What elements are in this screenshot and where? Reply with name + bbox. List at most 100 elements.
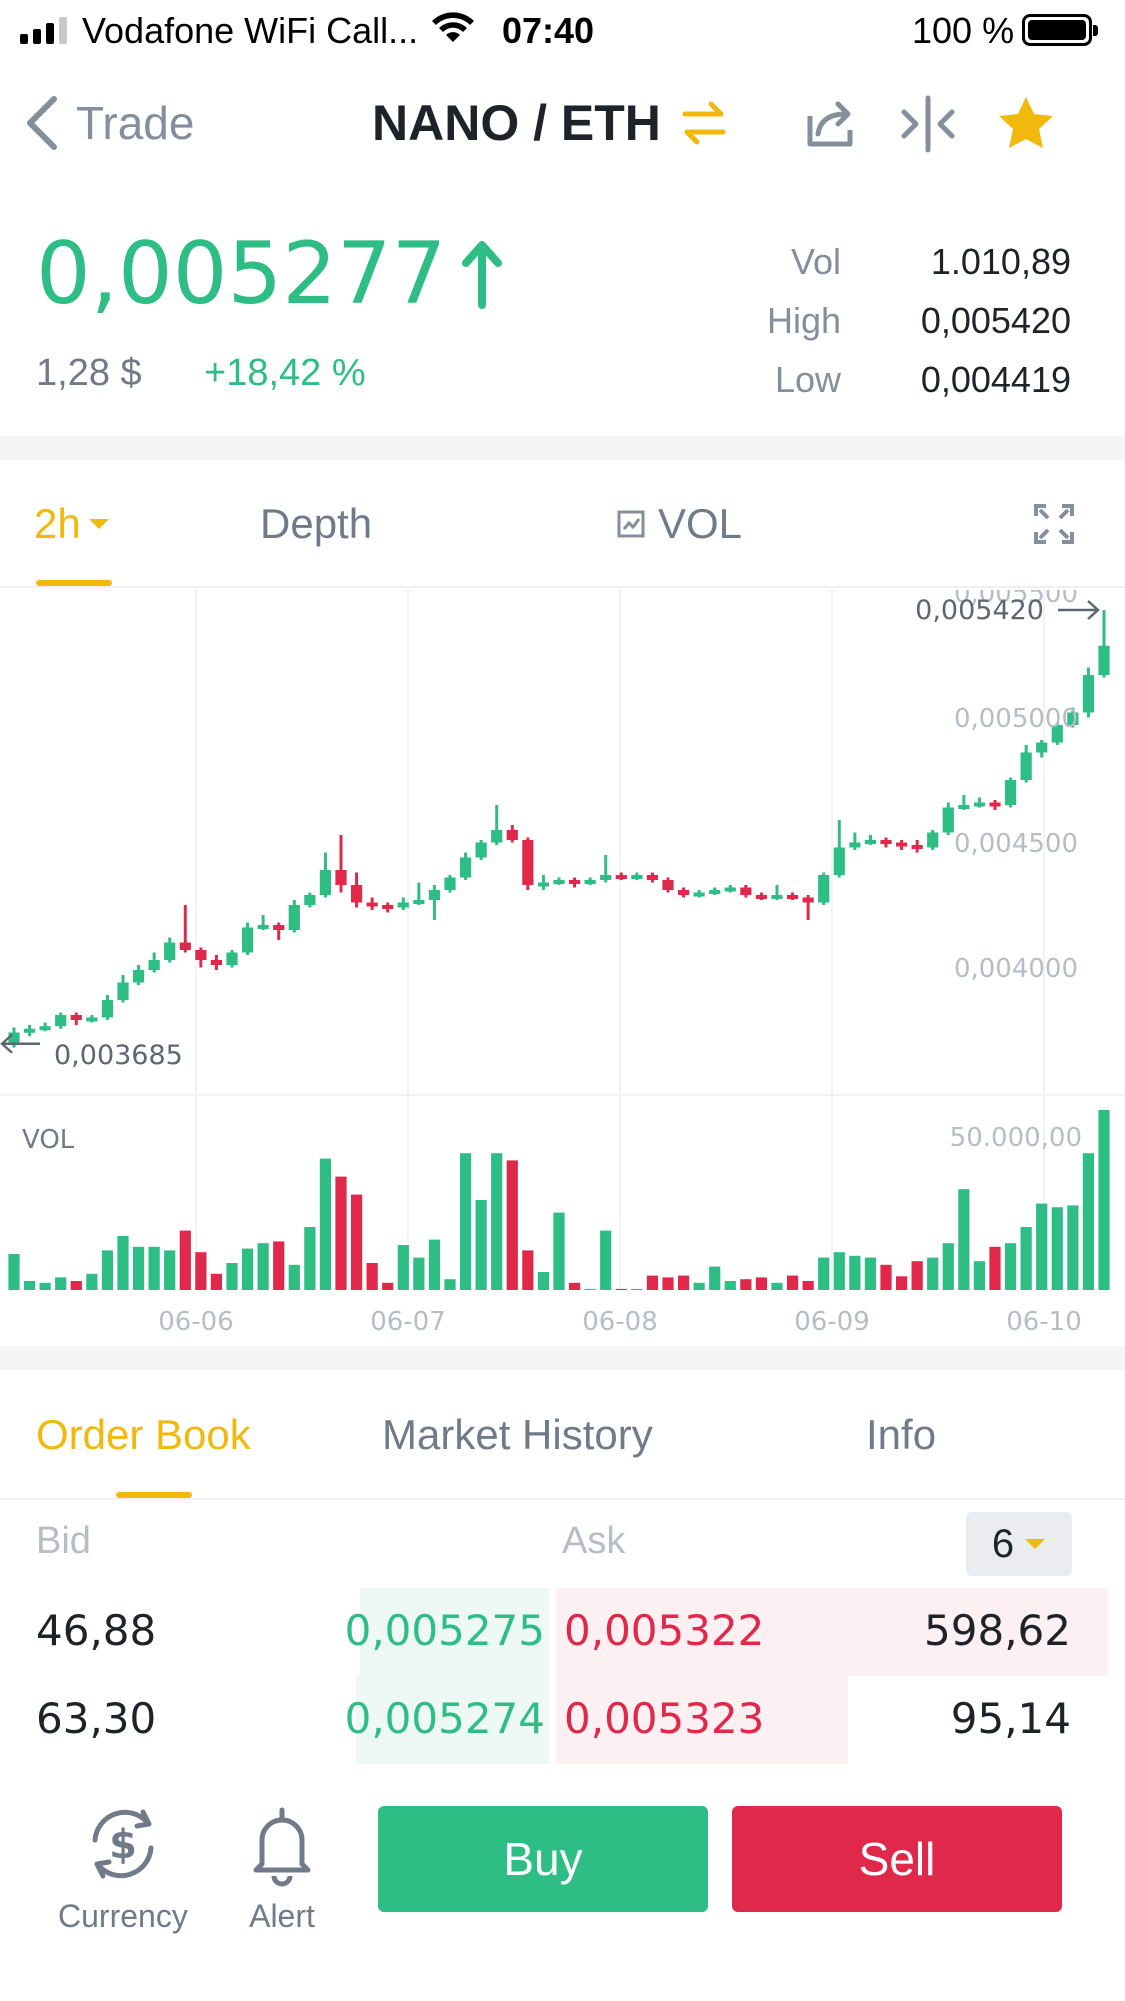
tab-depth[interactable]: Depth (260, 460, 372, 588)
precision-value: 6 (991, 1521, 1015, 1566)
alert-label: Alert (249, 1898, 315, 1934)
candle-body (23, 1028, 36, 1033)
compare-icon[interactable] (898, 94, 958, 154)
stat-label: High (766, 299, 841, 341)
candle-body (444, 877, 456, 890)
volume-bar (693, 1282, 705, 1290)
candle-body (413, 900, 425, 904)
candle-body (382, 905, 394, 909)
volume-bar (755, 1277, 768, 1290)
star-favorite-icon[interactable] (996, 94, 1056, 154)
candle-body (195, 950, 207, 960)
order-book-label: Order Book (36, 1411, 251, 1458)
volume-bar (273, 1241, 285, 1290)
svg-text:$: $ (109, 1822, 137, 1868)
share-icon[interactable] (802, 94, 862, 154)
candle-body (1067, 712, 1079, 725)
candle-body (693, 892, 705, 897)
tab-market-history[interactable]: Market History (382, 1370, 653, 1500)
back-button[interactable]: Trade (22, 80, 194, 166)
volume-bar (210, 1273, 223, 1290)
alert-button[interactable]: Alert (234, 1796, 330, 1935)
tab-order-book[interactable]: Order Book (36, 1370, 251, 1500)
stat-high: High 0,005420 (691, 291, 1071, 350)
volume-bar (413, 1257, 425, 1290)
candle-body (1098, 645, 1110, 675)
currency-button[interactable]: $ Currency (58, 1796, 188, 1935)
volume-bar (382, 1282, 394, 1290)
tab-vol[interactable]: VOL (616, 460, 742, 588)
candle-body (304, 895, 316, 905)
candlestick-chart[interactable]: 0,005500 0,005000 0,004500 0,004000 VOL 50.00… (0, 590, 1125, 1340)
volume-bar (709, 1266, 721, 1290)
last-price: 0,005277 (36, 224, 504, 324)
bid-price: 0,005275 (344, 1606, 545, 1655)
volume-bar (537, 1272, 550, 1290)
candle-body (86, 1017, 98, 1022)
fiat-price: 1,28 $ (36, 352, 142, 394)
section-divider (0, 436, 1125, 460)
nav-bar: Trade NANO / ETH (0, 80, 1125, 166)
volume-bar (584, 1288, 596, 1290)
buy-button[interactable]: Buy (378, 1806, 708, 1912)
sell-button[interactable]: Sell (732, 1806, 1062, 1912)
interval-label: 2h (34, 500, 81, 547)
chevron-left-icon (27, 96, 57, 150)
pair-selector[interactable]: NANO / ETH (372, 80, 729, 166)
stat-low: Low 0,004419 (691, 350, 1071, 409)
volume-bar (132, 1246, 145, 1290)
status-bar: Vodafone WiFi Call... 07:40 100 % (0, 0, 1125, 62)
tab-interval[interactable]: 2h (34, 460, 111, 588)
candle-body (491, 830, 503, 843)
candle-body (724, 887, 736, 892)
volume-bar (475, 1200, 487, 1290)
candle-body (537, 882, 550, 887)
candle-body (257, 925, 269, 929)
volume-bar (927, 1257, 939, 1290)
candle-body (973, 802, 986, 807)
volume-bar (397, 1245, 409, 1290)
candle-body (288, 905, 300, 930)
stat-value: 0,005420 (920, 299, 1071, 341)
high-marker-arrow (1058, 600, 1100, 620)
arrow-up-icon (462, 241, 503, 309)
candle-body (989, 802, 1001, 807)
order-book-row[interactable]: 63,30 0,005274 0,005323 95,14 (0, 1676, 1125, 1764)
candle-body (1020, 752, 1032, 780)
bid-header: Bid (36, 1520, 91, 1562)
volume-bar (304, 1227, 316, 1290)
currency-label: Currency (58, 1898, 188, 1934)
candle-body (864, 840, 877, 844)
order-book-row[interactable]: 46,88 0,005275 0,005322 598,62 (0, 1588, 1125, 1676)
candle-body (615, 875, 627, 879)
book-tabs: Order Book Market History Info (0, 1370, 1125, 1500)
volume-bar (288, 1264, 300, 1290)
action-bar: $ Currency Alert Buy Sell (0, 1770, 1125, 2001)
candle-body (911, 845, 923, 849)
volume-bar (444, 1279, 456, 1290)
volume-bar (740, 1279, 752, 1290)
volume-bars (8, 1110, 1110, 1290)
bell-icon (253, 1807, 311, 1887)
volume-bar (506, 1160, 518, 1290)
volume-bar (1004, 1243, 1017, 1290)
volume-bar (179, 1230, 191, 1290)
bid-price: 0,005274 (344, 1694, 545, 1743)
tab-info[interactable]: Info (866, 1370, 936, 1500)
volume-bar (164, 1250, 176, 1290)
ask-header: Ask (562, 1520, 626, 1562)
caret-down-icon (88, 519, 109, 529)
depth-label: Depth (260, 500, 373, 547)
fullscreen-icon[interactable] (1034, 504, 1074, 544)
precision-select[interactable]: 6 (966, 1512, 1072, 1576)
candle-body (8, 1032, 20, 1044)
sell-label: Sell (858, 1833, 936, 1885)
volume-bar (1036, 1203, 1048, 1290)
candles (8, 610, 1110, 1048)
order-book-header: Bid Ask 6 (0, 1510, 1125, 1580)
volume-bar (615, 1288, 627, 1290)
volume-bar (335, 1176, 347, 1290)
volume-bar (646, 1275, 659, 1290)
market-history-label: Market History (382, 1411, 653, 1458)
candle-body (55, 1015, 67, 1027)
